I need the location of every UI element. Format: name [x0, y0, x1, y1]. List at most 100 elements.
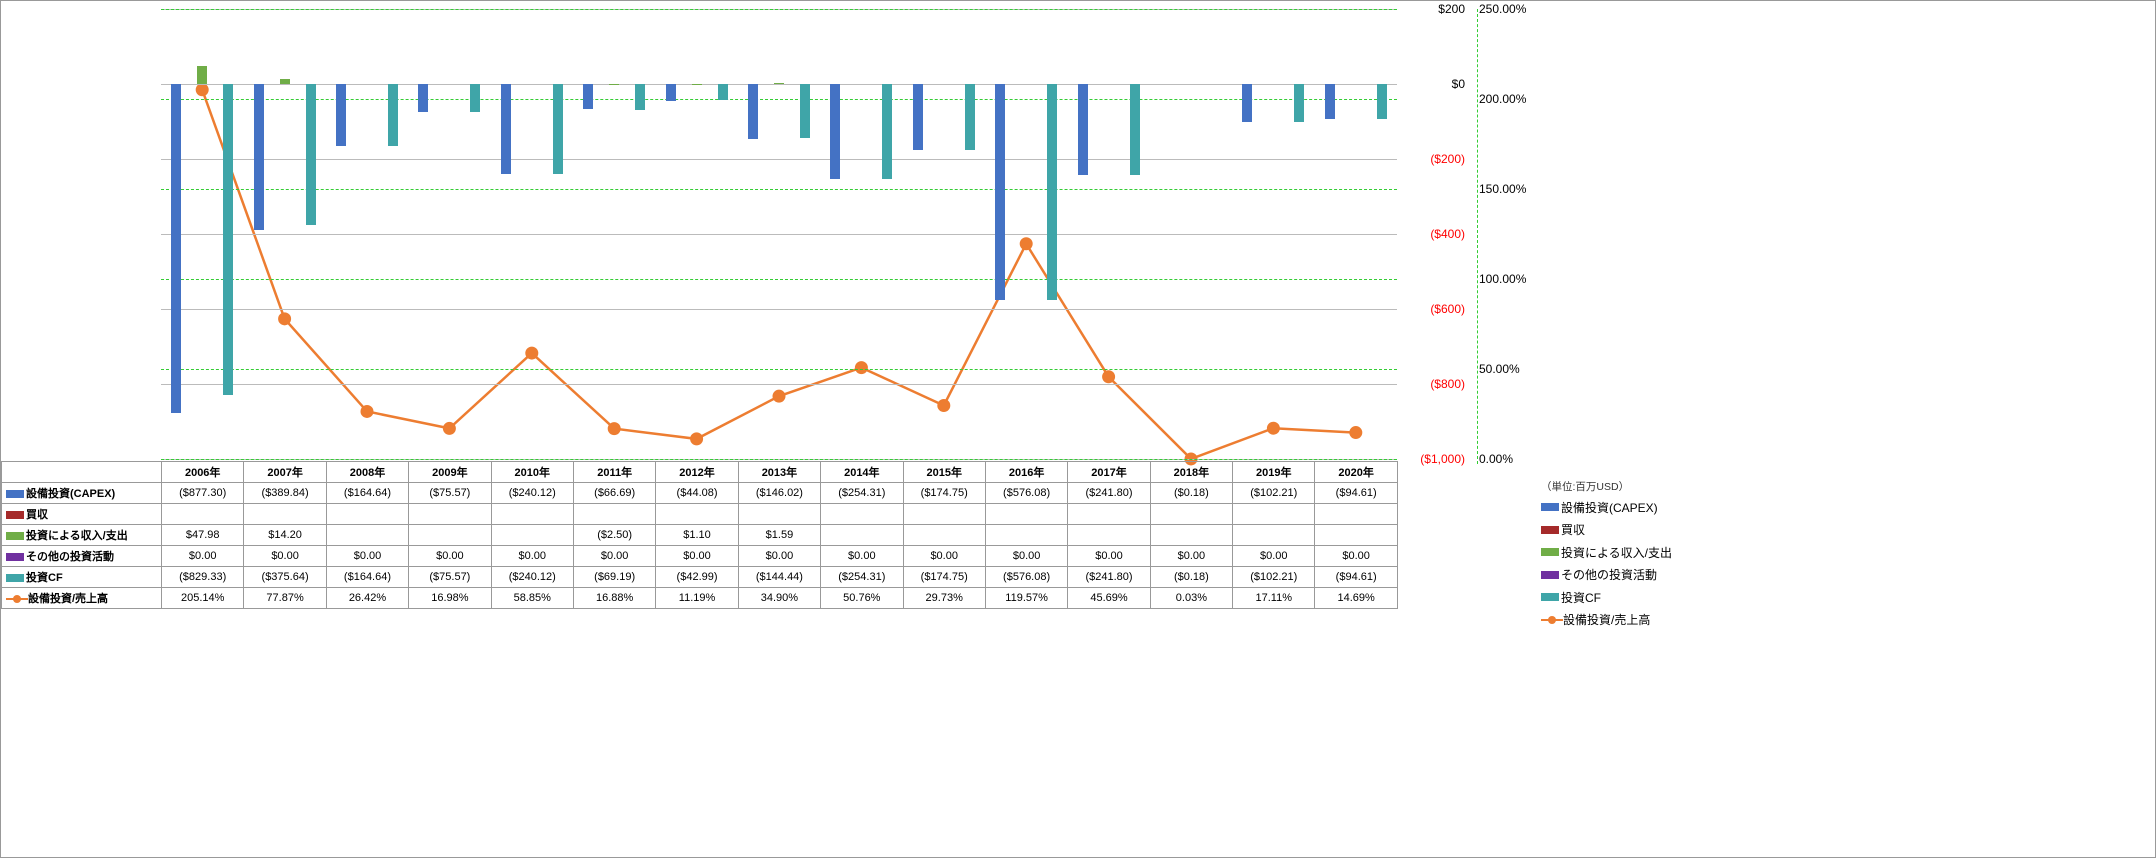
bar-capex: [913, 84, 923, 150]
data-cell: ($164.64): [326, 483, 408, 504]
bar-cf: [223, 84, 233, 395]
legend-marker-cf: [1541, 593, 1559, 601]
data-cell: [656, 504, 738, 525]
y-tick-left: ($200): [1430, 152, 1465, 166]
bar-capex: [995, 84, 1005, 300]
y-tick-left: ($1,000): [1420, 452, 1465, 466]
data-cell: ($94.61): [1315, 483, 1397, 504]
data-cell: $0.00: [162, 546, 244, 567]
legend-marker-cf: [6, 574, 24, 582]
legend-label: 投資CF: [1561, 589, 1601, 606]
data-table: 2006年2007年2008年2009年2010年2011年2012年2013年…: [1, 461, 1398, 609]
year-header: 2018年: [1150, 462, 1232, 483]
unit-label: （単位:百万USD）: [1541, 479, 1741, 494]
y-tick-right: 100.00%: [1479, 272, 1526, 286]
bar-invio: [774, 83, 784, 84]
data-cell: 26.42%: [326, 588, 408, 609]
bar-cf: [388, 84, 398, 146]
data-cell: ($102.21): [1233, 567, 1315, 588]
legend-item-acq: 買収: [1541, 519, 1741, 542]
data-cell: 77.87%: [244, 588, 326, 609]
y-tick-right: 250.00%: [1479, 2, 1526, 16]
data-cell: ($829.33): [162, 567, 244, 588]
row-header-cf: 投資CF: [2, 567, 162, 588]
legend-marker-invio: [1541, 548, 1559, 556]
bar-capex: [418, 84, 428, 112]
data-cell: [244, 504, 326, 525]
data-cell: $0.00: [1068, 546, 1150, 567]
year-group: [738, 9, 820, 459]
series-label: 設備投資/売上高: [28, 593, 108, 605]
table-row: その他の投資活動$0.00$0.00$0.00$0.00$0.00$0.00$0…: [2, 546, 1398, 567]
year-header: 2007年: [244, 462, 326, 483]
data-cell: ($146.02): [738, 483, 820, 504]
data-cell: $0.00: [821, 546, 903, 567]
data-cell: $0.00: [409, 546, 491, 567]
data-cell: ($389.84): [244, 483, 326, 504]
y-tick-left: $0: [1452, 77, 1465, 91]
legend-item-other: その他の投資活動: [1541, 564, 1741, 587]
bar-cf: [965, 84, 975, 150]
data-cell: ($75.57): [409, 567, 491, 588]
bar-capex: [1242, 84, 1252, 122]
series-label: 設備投資(CAPEX): [26, 488, 115, 500]
bar-cf: [553, 84, 563, 174]
data-cell: [985, 504, 1067, 525]
data-cell: $0.00: [491, 546, 573, 567]
row-header-capex: 設備投資(CAPEX): [2, 483, 162, 504]
table-row: 設備投資/売上高205.14%77.87%26.42%16.98%58.85%1…: [2, 588, 1398, 609]
chart-container: $200$0($200)($400)($600)($800)($1,000) 2…: [0, 0, 2156, 858]
year-header: 2009年: [409, 462, 491, 483]
legend-label: 設備投資(CAPEX): [1561, 499, 1658, 516]
data-cell: [1315, 525, 1397, 546]
data-cell: $1.10: [656, 525, 738, 546]
bar-capex: [501, 84, 511, 174]
data-cell: ($44.08): [656, 483, 738, 504]
data-cell: ($241.80): [1068, 483, 1150, 504]
data-cell: ($877.30): [162, 483, 244, 504]
legend-label: 設備投資/売上高: [1563, 611, 1650, 628]
year-header: 2006年: [162, 462, 244, 483]
bar-invio: [609, 84, 619, 85]
data-cell: $0.00: [738, 546, 820, 567]
legend-marker-ratio: [1541, 615, 1563, 625]
year-header: 2013年: [738, 462, 820, 483]
row-header-ratio: 設備投資/売上高: [2, 588, 162, 609]
data-cell: [573, 504, 655, 525]
data-cell: $0.00: [573, 546, 655, 567]
data-cell: ($576.08): [985, 483, 1067, 504]
data-cell: ($164.64): [326, 567, 408, 588]
year-group: [655, 9, 737, 459]
y-tick-right: 150.00%: [1479, 182, 1526, 196]
bar-cf: [1130, 84, 1140, 175]
data-cell: $1.59: [738, 525, 820, 546]
year-group: [985, 9, 1067, 459]
data-cell: 119.57%: [985, 588, 1067, 609]
y-tick-right: 200.00%: [1479, 92, 1526, 106]
data-cell: $0.00: [985, 546, 1067, 567]
bar-capex: [171, 84, 181, 413]
data-cell: [1150, 504, 1232, 525]
year-header: 2019年: [1233, 462, 1315, 483]
data-cell: ($174.75): [903, 483, 985, 504]
data-cell: ($102.21): [1233, 483, 1315, 504]
series-label: 買収: [26, 509, 48, 521]
bar-cf: [635, 84, 645, 110]
data-cell: [491, 525, 573, 546]
legend-marker-other: [6, 553, 24, 561]
y-tick-left: $200: [1438, 2, 1465, 16]
year-group: [903, 9, 985, 459]
data-cell: ($75.57): [409, 483, 491, 504]
row-header-acq: 買収: [2, 504, 162, 525]
year-group: [243, 9, 325, 459]
bar-invio: [197, 66, 207, 84]
year-header: 2012年: [656, 462, 738, 483]
year-group: [326, 9, 408, 459]
data-cell: ($254.31): [821, 567, 903, 588]
data-cell: [1233, 525, 1315, 546]
legend-item-invio: 投資による収入/支出: [1541, 541, 1741, 564]
data-cell: [821, 504, 903, 525]
y-tick-left: ($400): [1430, 227, 1465, 241]
data-cell: 16.88%: [573, 588, 655, 609]
legend-item-cf: 投資CF: [1541, 586, 1741, 609]
